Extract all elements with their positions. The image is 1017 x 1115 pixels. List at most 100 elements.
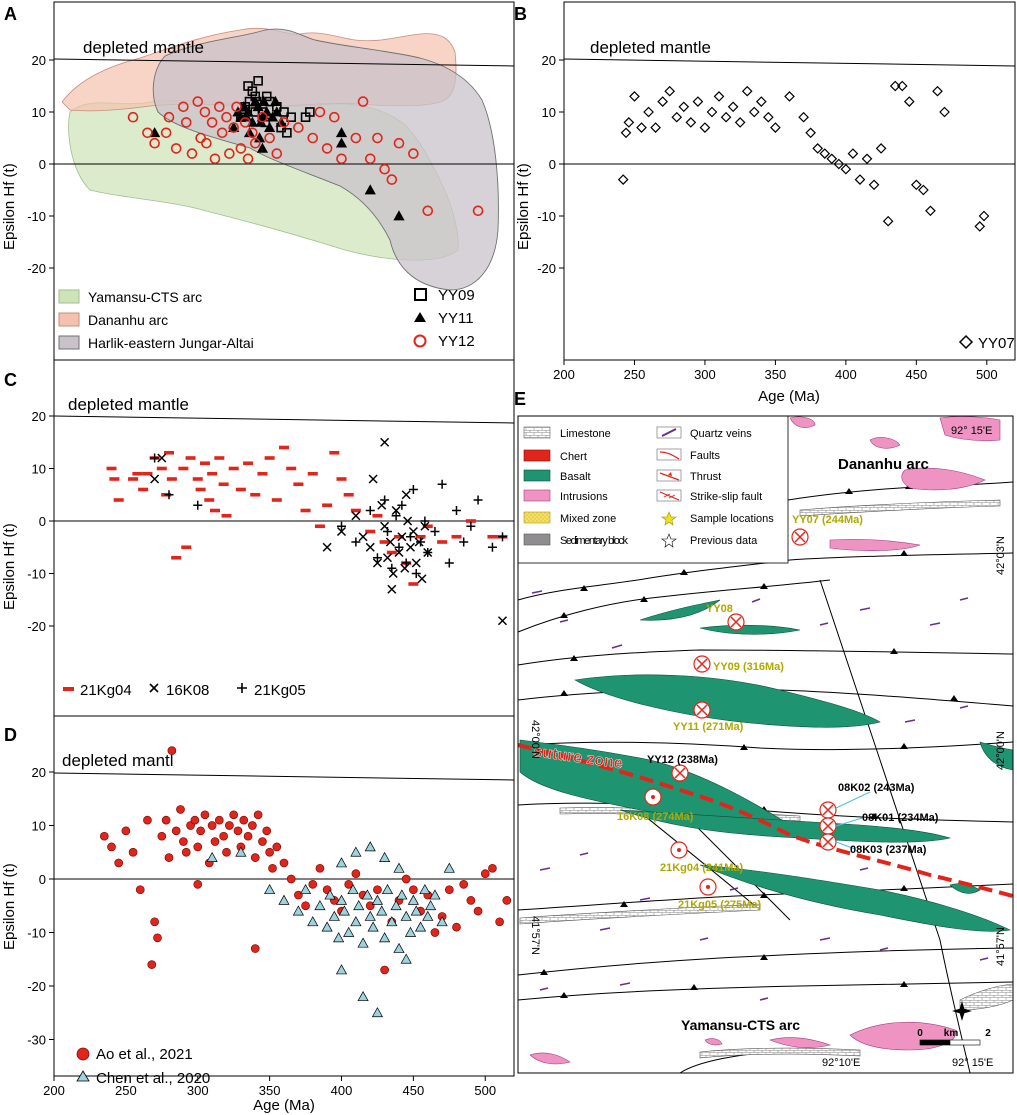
panel-c-plus-point [406,532,415,542]
x-tick-label: 250 [624,367,646,382]
panel-b-points [617,80,990,232]
panel-b-letter: B [514,4,527,24]
panel-a-circle-point [192,96,204,107]
panel-d-circle-point [262,826,272,836]
panel-d-triangle-point [278,894,290,905]
map-suture-line [517,743,1014,898]
panel-b-diamond-point [727,101,739,113]
panel-c-plus-point [150,453,160,463]
panel-d-circle-point [147,960,157,969]
panel-c-dash-point [113,498,124,502]
panel-a-circle-point [278,117,290,128]
coord-41-57-right: 41°57'N [995,927,1007,966]
panel-d-circle-point [373,885,382,895]
coord-42-03-right: 42°03'N [995,536,1007,575]
scale-zero: 0 [917,1028,923,1039]
panel-d-triangle-point [429,889,441,900]
panel-d-circle-point [161,815,171,825]
panel-d-triangle-point [422,910,434,921]
panel-c-dash-point [293,482,304,487]
panel-c-dash-point [257,471,268,476]
y-tick-label: -10 [27,926,46,941]
panel-c-dash-point [214,456,225,460]
legend-basalt: Basalt [560,471,591,483]
y-tick-label: -20 [27,619,46,634]
panel-c-x-point [365,542,375,552]
panel-a-square-point [279,107,289,117]
panel-a-triangle-point [393,210,405,221]
panel-a-letter: A [4,4,17,24]
panel-d-circle-point [99,831,109,841]
legend-previous-data: Previous data [690,535,758,547]
legend-marker-chen [76,1070,90,1082]
panel-d-triangle-point [436,916,448,927]
panel-d-circle-point [193,879,203,889]
panel-d-triangle-point [386,916,398,927]
panel-c-x-point [150,474,160,484]
panel-b-diamond-point [939,106,950,118]
panel-c-plus-point [383,527,392,536]
legend-label-ao: Ao et al., 2021 [96,1046,193,1063]
panel-d-circle-point [114,858,124,868]
panel-a-triangle-point [364,184,376,195]
sample-16k08-label: 16K08 (274Ma) [617,811,694,823]
panel-a-square-point [305,107,315,117]
panel-c-plus-point [408,485,418,494]
panel-b-diamond-point [623,117,635,128]
panel-d-triangle-point [333,932,345,943]
panel-c-plus-point [423,548,433,557]
panel-a-triangle-point [252,101,264,112]
panel-d-series-legend: Ao et al., 2021 Chen et al., 2020 [76,1046,210,1087]
panel-c-dash-point [365,529,376,534]
panel-c-plus-point [394,542,404,552]
panel-c-dash-point [250,492,261,497]
panel-b-diamond-point [840,163,852,175]
map-coords: 92° 15'E 42°03'N 42°00'N 42°00'N 41°57'N… [529,425,1007,1069]
panel-c-dash-point [343,492,354,497]
panel-b-diamond-point [671,111,683,123]
panel-b-diamond-point [854,174,866,185]
panel-b-diamond-point [748,106,760,118]
panel-d-triangle-point [407,894,419,905]
panel-d-circle-point [365,901,375,911]
panel-d-depleted-mantle-label: depleted mantl [62,751,174,770]
x-tick-label: 350 [259,1083,281,1098]
panel-d-triangle-point [357,937,369,948]
panel-b-xticks: 200 250 300 350 400 450 500 [553,360,998,382]
panel-c-dash-point [218,482,229,487]
legend-marker-yy12 [413,334,427,348]
y-tick-label: 20 [542,53,556,68]
sample-yy07-label: YY07 (244Ma) [792,514,863,526]
panel-a-circle-point [239,117,251,128]
legend-faults: Faults [690,450,720,462]
panel-a-circle-point [314,106,326,118]
panel-d-triangle-point [292,905,304,916]
panel-a-yticks: 20 10 0 -10 -20 [27,53,54,276]
panel-d-circle-point [200,810,210,820]
map-samples: YY07 (244Ma) YY08 YY09 (316Ma) YY11 (271… [617,514,939,911]
x-tick-label: 300 [694,367,716,382]
panel-a-triangle-point [335,137,348,148]
panel-c-x-point [387,584,397,594]
panel-a-triangle-point [264,121,276,132]
panel-d-circle-point [143,815,152,825]
panel-c-dash-point [210,508,220,513]
panel-c-plus-point [401,558,411,568]
sample-21kg05: 21Kg05 (275Ma) [678,878,761,911]
panel-c-dash-point [207,471,218,476]
panel-b-diamond-point [664,85,676,97]
panel-b-diamond-point [678,101,690,113]
panel-a-circle-point [249,137,261,149]
panel-a-circle-point [224,148,235,159]
panel-c-plus-point [391,511,401,521]
panel-a-circle-point [422,205,434,217]
panel-d-circle-point [128,847,138,857]
panel-c-x-point [400,563,410,573]
sample-yy09-label: YY09 (316Ma) [713,661,784,673]
panel-b-diamond-point [868,179,880,191]
panel-a-circle-point [170,143,182,154]
legend-marker-16k08 [149,683,159,693]
panel-c-plus-point [387,563,397,573]
panel-c-dash-point [128,477,139,481]
panel-a-circle-point [364,153,376,165]
